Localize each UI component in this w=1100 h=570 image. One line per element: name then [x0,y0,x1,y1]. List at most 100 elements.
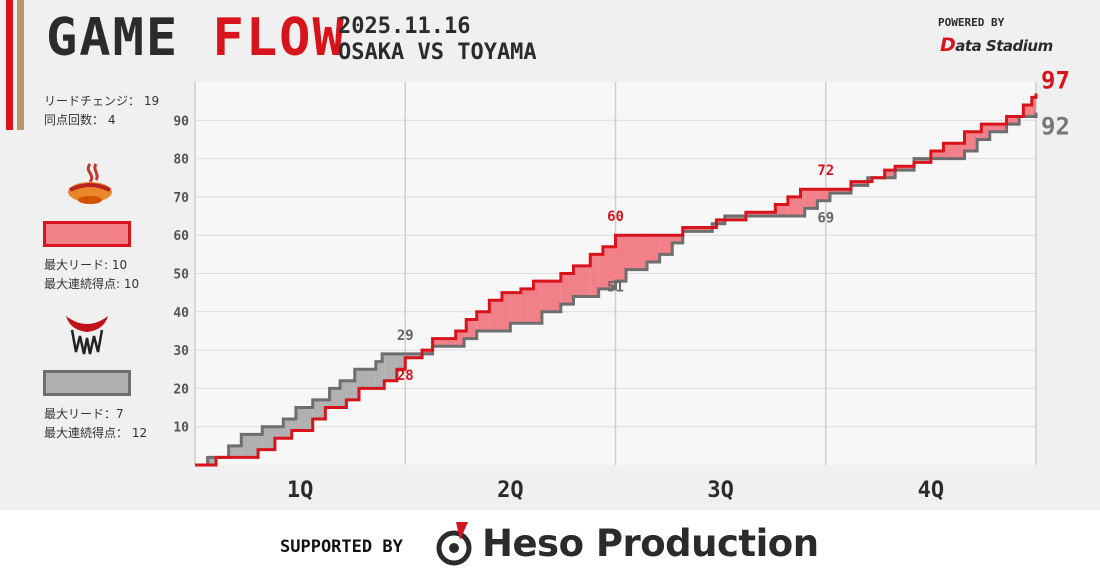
y-tick-label: 70 [173,191,189,206]
osaka-lead-segment [775,204,788,217]
osaka-lead-segment [850,181,868,186]
brand-rest: ata Stadium [955,37,1053,55]
toyama-lead-segment [382,353,385,389]
quarter-label: 2Q [497,478,524,503]
heso-logo-icon [436,522,472,566]
toyama-lead-segment [291,419,296,431]
osaka-lead-segment [422,350,433,354]
y-tick-label: 90 [173,114,189,129]
toyama-lead-segment [283,419,292,439]
osaka-lead-segment [466,319,477,339]
chart-grid: 10 20 30 40 50 60 70 80 90 1Q 2Q 3Q 4Q [173,82,1037,503]
osaka-lead-segment [1023,104,1032,117]
toyama-lead-segment [241,434,259,458]
y-tick-label: 50 [173,268,189,283]
osaka-score-annotation: 72 [817,163,834,179]
toyama-lead-segment [358,369,376,389]
game-date: 2025.11.16 [338,14,471,39]
osaka-lead-segment [964,131,978,151]
osaka-lead-segment [800,189,805,217]
osaka-score-annotation: 28 [397,368,414,384]
osaka-lead-segment [829,189,851,194]
osaka-lead-segment [745,212,776,217]
osaka-lead-segment [626,235,648,270]
osaka-lead-segment [510,292,521,324]
toyama-lead-segment [375,361,383,389]
toyama-max-run: 最大連続得点： 12 [44,426,148,440]
y-tick-label: 30 [173,344,189,359]
sponsor-name: Heso Production [482,522,819,565]
osaka-lead-segment [476,311,490,331]
brand-initial: D [940,34,956,56]
osaka-lead-segment [464,330,467,339]
osaka-lead-segment [943,143,965,159]
toyama-lead-segment [396,353,406,370]
y-tick-label: 20 [173,382,189,397]
osaka-lead-segment [573,265,591,297]
toyama-final-score: 92 [1041,113,1070,141]
osaka-lead-segment [716,219,725,224]
osaka-lead-segment [598,254,603,289]
quarter-label: 3Q [707,478,734,503]
osaka-lead-segment [930,150,944,159]
osaka-lead-segment [659,235,673,255]
toyama-score-annotation: 69 [817,211,834,227]
toyama-lead-segment [295,407,313,431]
toyama-lead-segment [340,380,347,408]
accent-bar-gold [17,0,24,130]
toyama-lead-segment [329,388,341,408]
toyama-lead-segment [228,445,242,458]
osaka-lead-segment [533,281,542,324]
toyama-lead-segment [405,353,423,358]
toyama-lead-segment [384,353,397,381]
toyama-lead-segment [914,158,931,163]
osaka-legend-swatch [43,221,131,247]
osaka-lead-segment [590,254,599,297]
toyama-legend-swatch [43,370,131,396]
osaka-score-line [195,93,1038,467]
toyama-lead-segment [867,177,873,182]
osaka-lead-segment [520,288,534,324]
osaka-team-logo-icon [68,163,112,204]
osaka-lead-segment [455,330,465,347]
toyama-lead-segment [712,223,717,228]
toyama-score-line [195,112,1038,467]
osaka-lead-segment [1006,116,1020,125]
osaka-lead-segment [602,246,616,289]
y-tick-label: 60 [173,229,189,244]
toyama-team-logo-icon [66,316,108,355]
matchup: OSAKA VS TOYAMA [338,40,537,65]
game-info: 2025.11.16 OSAKA VS TOYAMA [338,14,537,66]
osaka-lead-segment [432,338,456,347]
toyama-score-annotation: 29 [397,328,414,344]
lead-changes: リードチェンジ： 19 [44,94,160,108]
title-game: GAME [46,8,180,68]
osaka-lead-segment [817,189,830,201]
toyama-max-lead: 最大リード：7 [44,407,124,421]
osaka-lead-segment [804,189,818,209]
toyama-lead-segment [262,426,275,450]
quarter-label: 1Q [287,478,314,503]
toyama-lead-segment [724,216,746,220]
osaka-lead-segment [895,166,915,171]
lead-areas [207,97,1036,465]
chart-labels: 29 28 60 51 72 69 97 92 [397,66,1070,383]
osaka-lead-segment [884,170,896,178]
page-title: GAME FLOW [46,8,346,68]
toyama-lead-segment [325,399,330,408]
toyama-lead-segment [207,457,217,465]
toyama-lead-segment [354,369,359,400]
toyama-lead-segment [274,426,284,439]
toyama-lead-segment [346,380,355,400]
score-lines [195,93,1038,467]
osaka-lead-segment [989,124,1007,132]
osaka-lead-segment [647,235,660,263]
osaka-lead-segment [1031,97,1036,117]
toyama-score-annotation: 51 [607,280,624,296]
data-stadium-logo: Data Stadium [940,34,1053,56]
osaka-score-annotation: 60 [607,209,624,225]
supported-by-label: SUPPORTED BY [280,537,403,557]
y-tick-label: 80 [173,153,189,168]
osaka-lead-segment [489,300,502,331]
